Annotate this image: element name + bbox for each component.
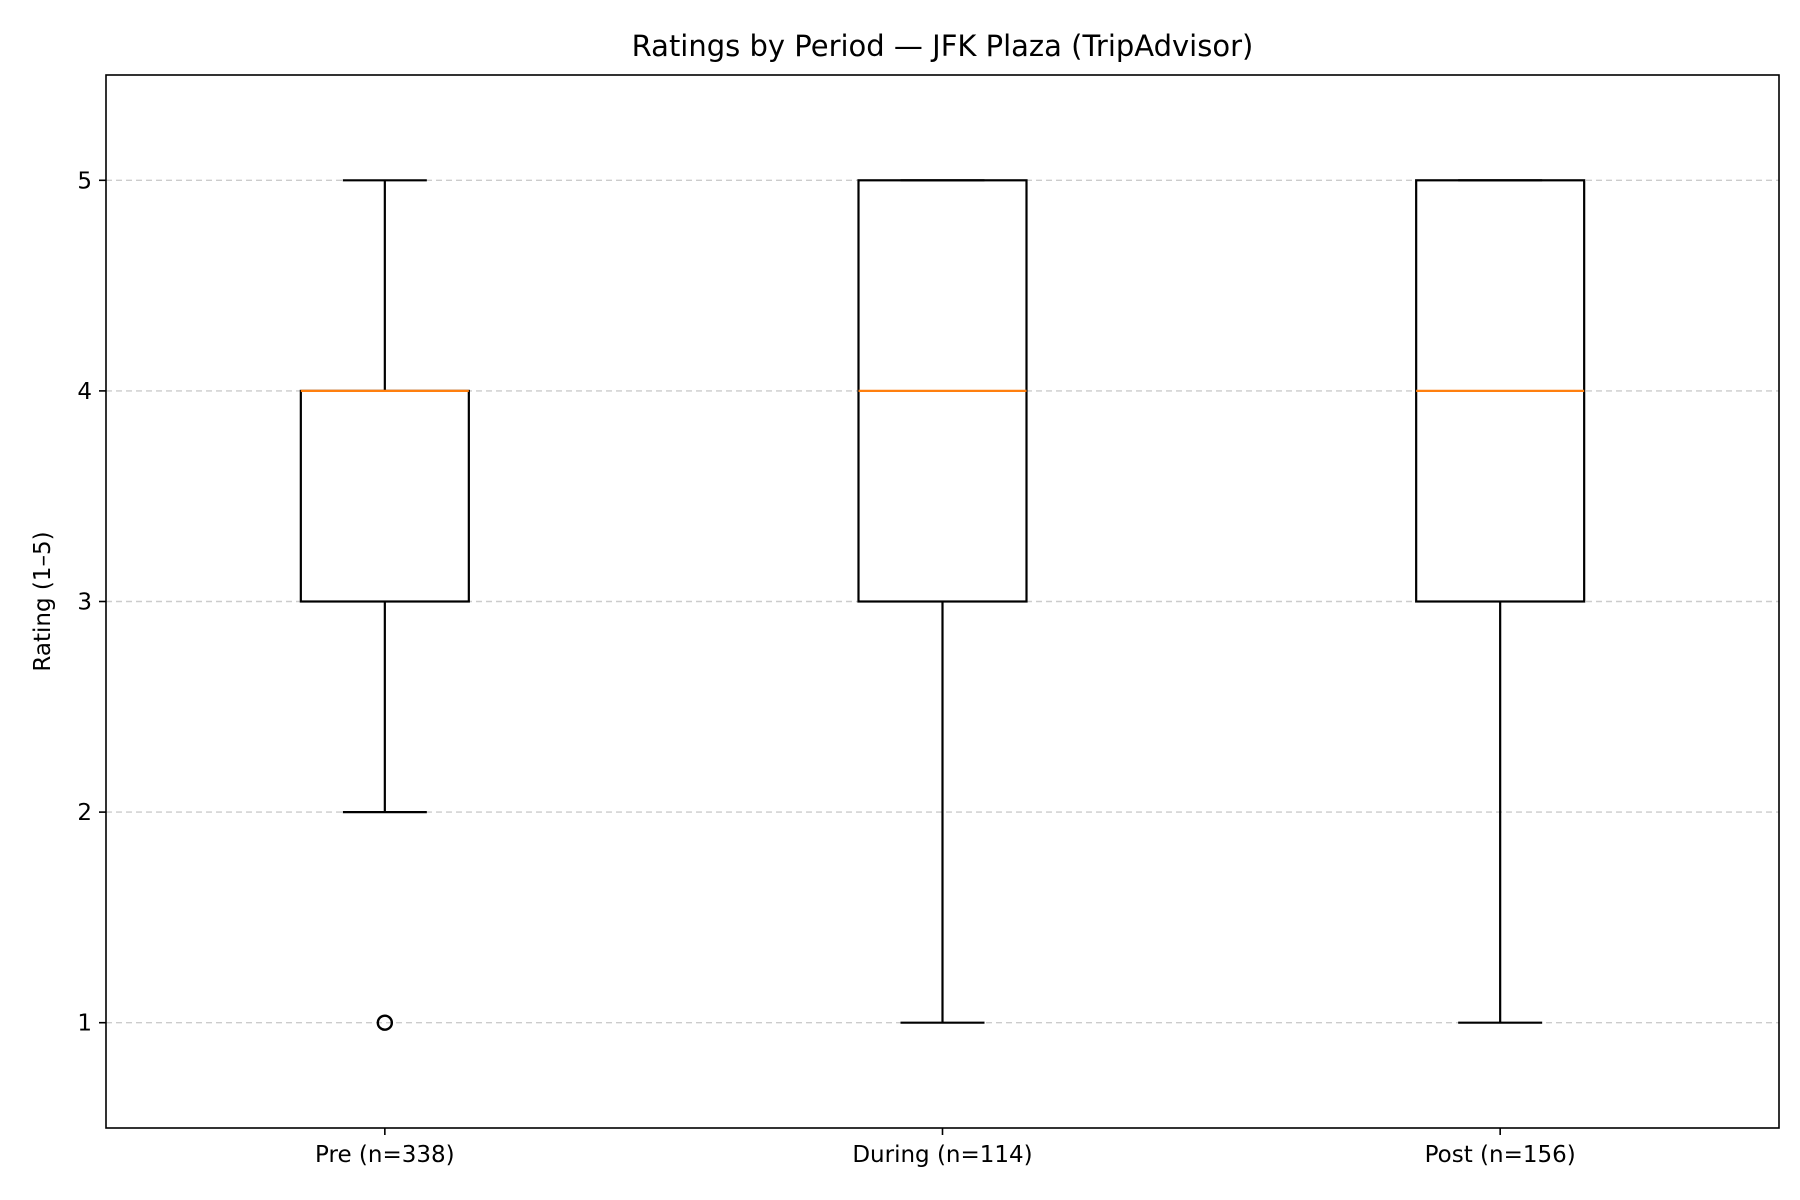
x-tick-label: Pre (n=338) — [315, 1142, 455, 1168]
box-group — [299, 179, 470, 1031]
box-layer — [299, 179, 1586, 1031]
tick-layer: 1 2 3 4 5 Pre (n=338) During (n=114) Post (n=15… — [77, 168, 1575, 1168]
box-group — [1415, 179, 1586, 1024]
chart-title: Ratings by Period — JFK Plaza (TripAdvis… — [632, 29, 1254, 63]
y-tick-label: 1 — [77, 1011, 92, 1037]
x-tick-label: Post (n=156) — [1425, 1142, 1576, 1168]
box-group — [857, 179, 1028, 1024]
y-axis-label: Rating (1–5) — [30, 531, 56, 671]
y-tick-label: 5 — [77, 168, 92, 194]
y-tick-label: 2 — [77, 800, 92, 826]
y-tick-label: 3 — [77, 590, 92, 616]
x-tick-label: During (n=114) — [852, 1142, 1032, 1168]
outlier-point — [376, 1014, 394, 1031]
y-tick-label: 4 — [77, 379, 92, 405]
